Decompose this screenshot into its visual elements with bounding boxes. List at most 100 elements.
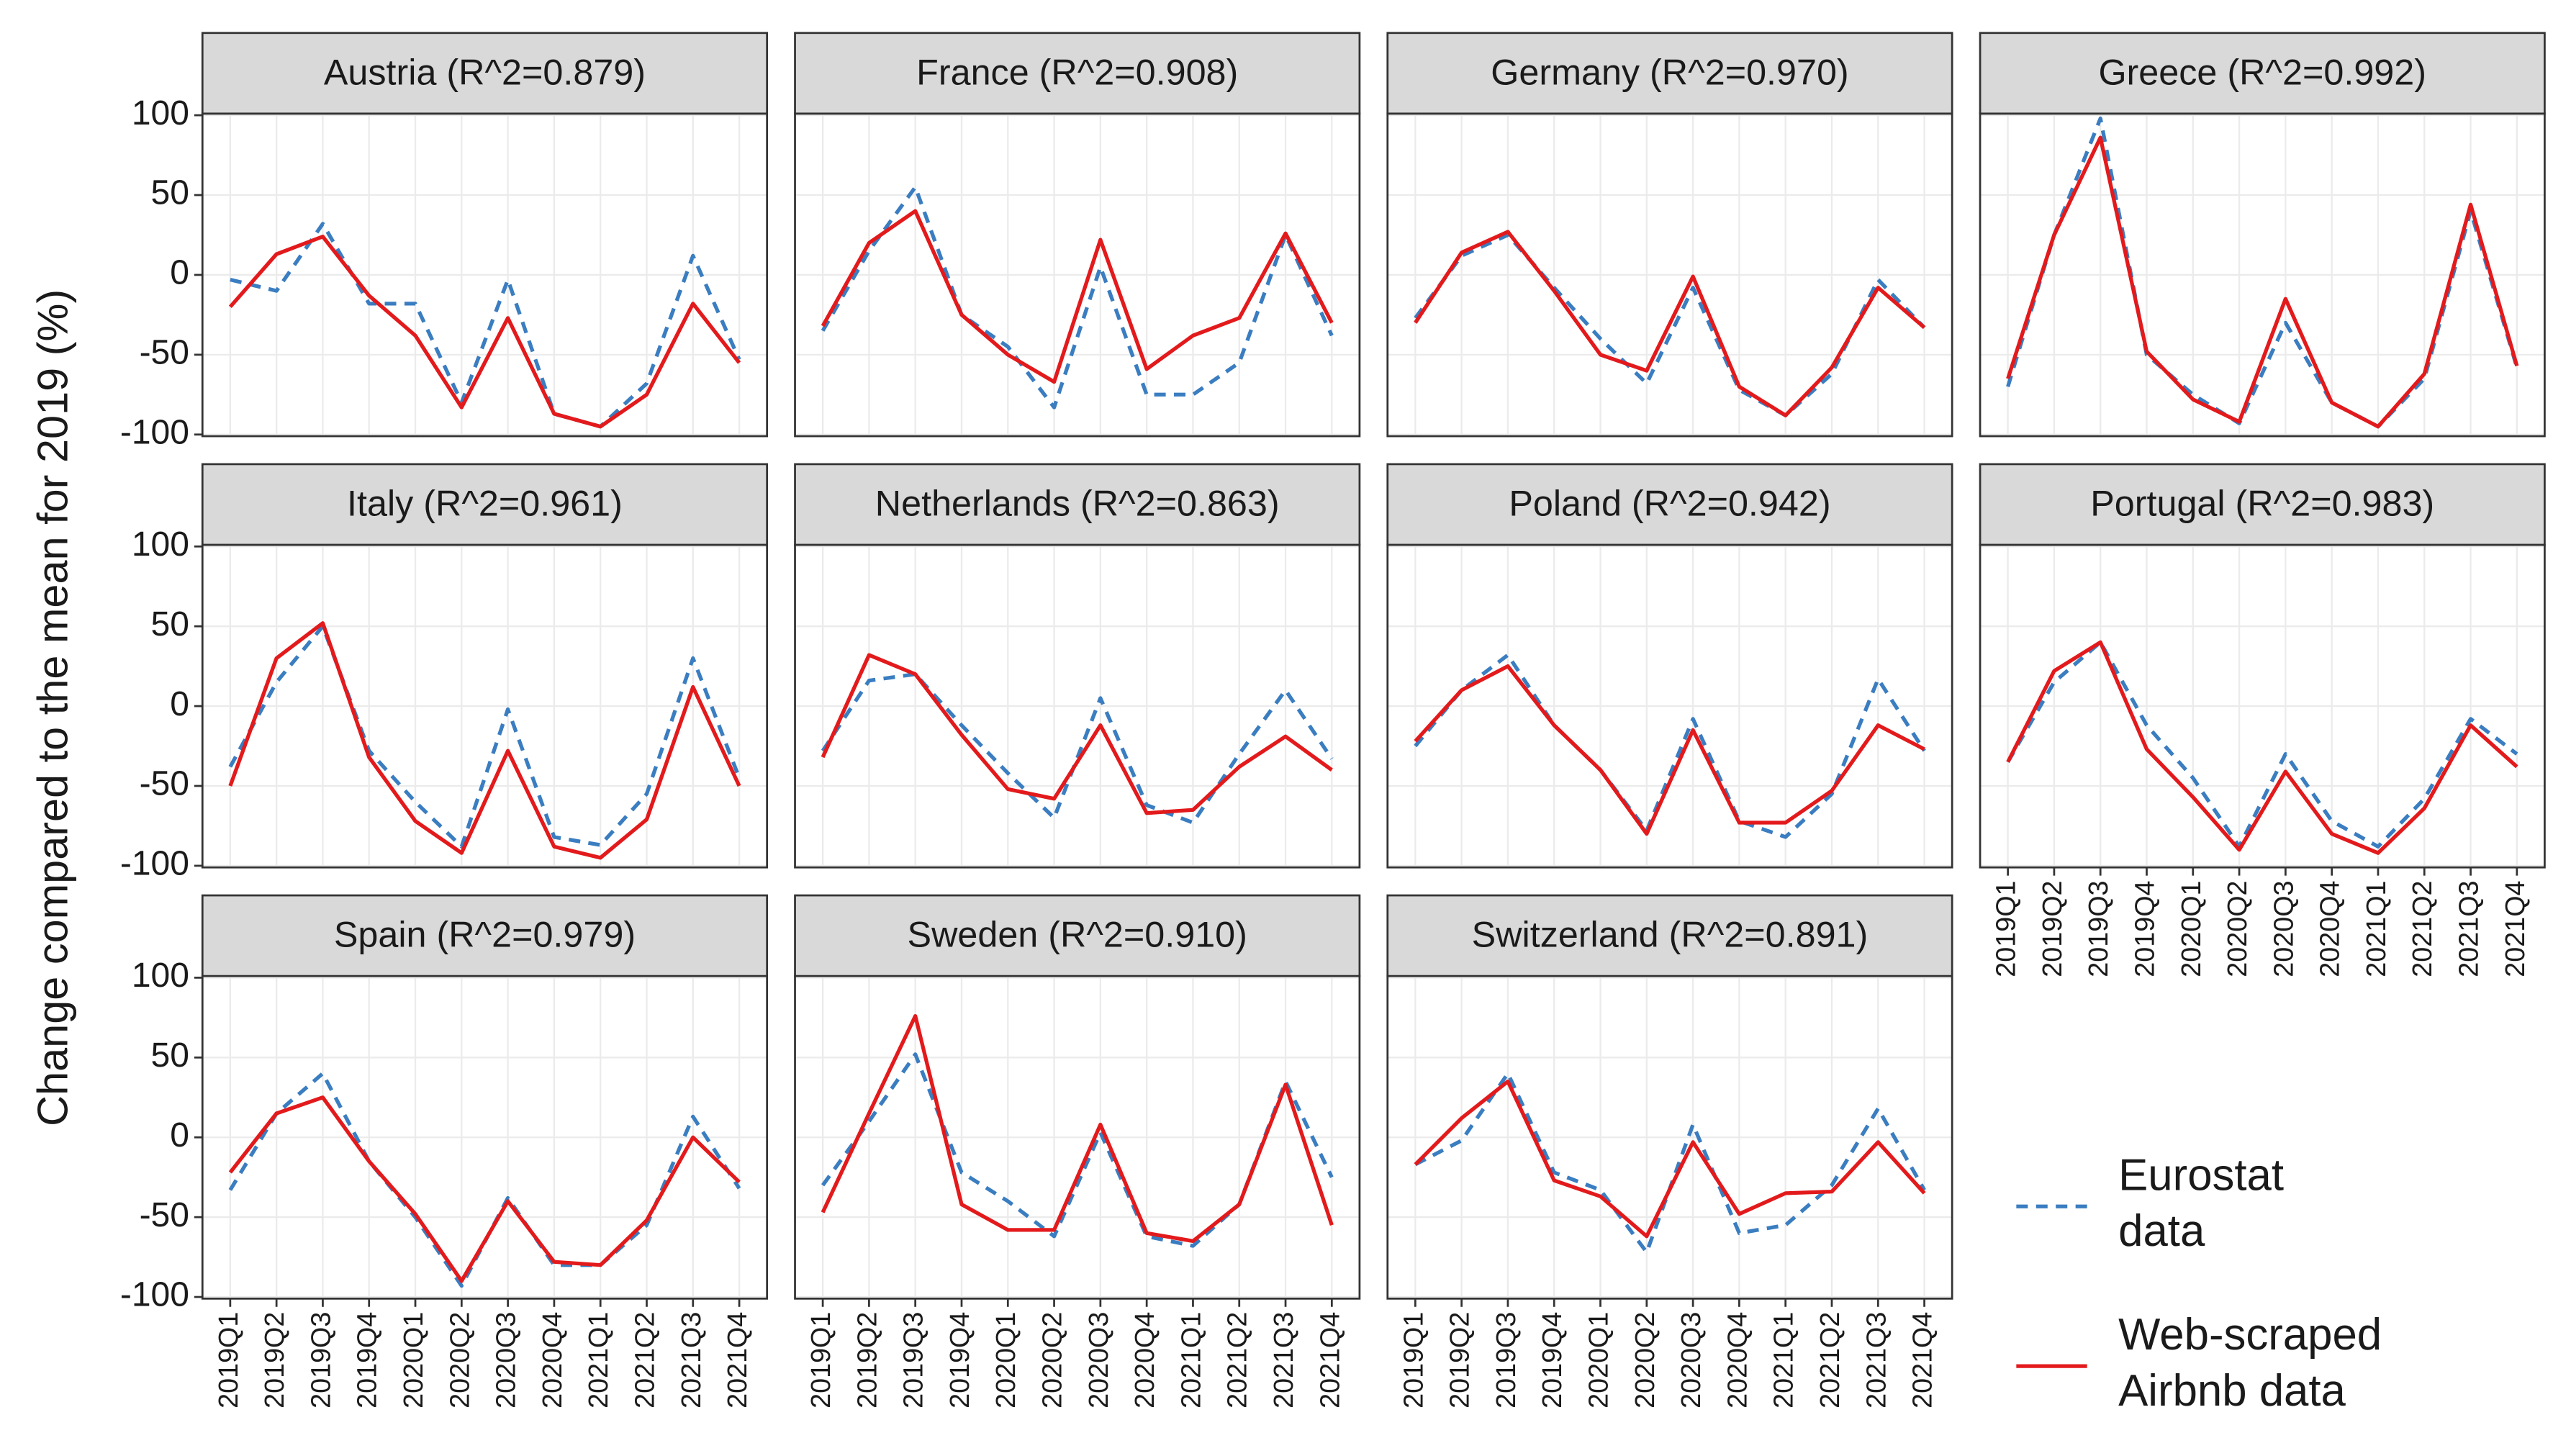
panel-title: Poland (R^2=0.942) [1509,483,1830,524]
x-tick-label: 2019Q3 [305,1312,335,1408]
series-line [821,672,1334,825]
x-tick-label: 2019Q2 [1445,1312,1475,1408]
y-tick-label: -50 [140,765,189,803]
legend-label-line: Web-scraped [2118,1311,2394,1360]
x-tick-label: 2019Q3 [898,1312,928,1408]
legend-label-line: Airbnb data [2118,1366,2346,1416]
strip [201,32,769,115]
x-tick-label: 2020Q3 [1083,1312,1113,1408]
y-tick-label: 50 [151,605,189,643]
y-tick-label: -100 [120,413,189,451]
x-tick-label: 2021Q3 [2454,880,2484,977]
panel-title: Switzerland (R^2=0.891) [1472,914,1869,955]
panel-title: France (R^2=0.908) [916,51,1238,92]
strip [794,463,1361,546]
strip [1979,32,2546,115]
y-tick-label: -100 [120,1276,189,1314]
x-tick-label: 2021Q2 [1222,1312,1252,1408]
series-line [821,653,1333,815]
y-tick-label: 0 [170,1116,189,1154]
y-tick-label: -50 [140,1196,189,1234]
x-tick-label: 2019Q4 [1537,1312,1567,1408]
series-line [230,222,741,429]
x-tick-label: 2019Q2 [259,1312,289,1408]
x-tick-label: 2021Q1 [2361,880,2391,977]
panel-title: Germany (R^2=0.970) [1491,51,1848,92]
x-tick-label: 2021Q1 [1768,1312,1799,1408]
y-tick-label: 100 [132,957,189,995]
x-tick-label: 2021Q3 [676,1312,706,1408]
x-tick-label: 2021Q4 [722,1312,752,1408]
x-tick-label: 2021Q2 [1815,1312,1845,1408]
x-tick-label: 2020Q2 [444,1312,474,1408]
x-tick-label: 2021Q4 [2500,880,2530,977]
y-tick-label: 100 [132,94,189,132]
legend-label-line: Eurostat [2118,1151,2296,1200]
x-tick-label: 2019Q1 [1991,880,2021,977]
x-tick-label: 2019Q4 [352,1312,382,1408]
series-line [821,209,1334,384]
x-tick-label: 2020Q2 [1037,1312,1067,1408]
series-line [1414,664,1925,836]
x-tick-label: 2020Q4 [537,1312,567,1408]
x-tick-label: 2021Q4 [1314,1312,1345,1408]
strip [794,32,1361,115]
x-tick-label: 2020Q2 [2222,880,2252,977]
x-tick-label: 2019Q4 [2129,880,2159,977]
strip [201,463,769,546]
y-tick-label: -50 [140,334,189,372]
x-tick-label: 2019Q4 [944,1312,975,1408]
x-tick-label: 2019Q2 [2037,880,2067,977]
x-tick-label: 2021Q2 [2407,880,2437,977]
x-tick-label: 2020Q1 [398,1312,428,1408]
x-tick-label: 2019Q3 [1491,1312,1521,1408]
panel-title: Sweden (R^2=0.910) [908,914,1247,955]
y-axis-label: Change compared to the mean for 2019 (%) [28,289,76,1126]
x-tick-label: 2021Q1 [1175,1312,1206,1408]
x-tick-label: 2020Q4 [1129,1312,1160,1408]
x-tick-label: 2019Q2 [851,1312,882,1408]
series-line [2006,135,2519,429]
strip [201,894,769,977]
strip [1386,32,1953,115]
panel-title: Greece (R^2=0.992) [2098,51,2426,92]
legend-label: Web-scraped Airbnb data [2118,1311,2394,1416]
series-line [228,621,741,860]
legend-label: Eurostat data [2118,1151,2296,1257]
series-line [228,1095,741,1283]
strip [1386,894,1953,977]
panel-title: Netherlands (R^2=0.863) [875,483,1280,524]
series-line [228,235,741,429]
series-line [2006,640,2518,855]
x-tick-label: 2021Q3 [1268,1312,1298,1408]
strip [1386,463,1953,546]
x-tick-label: 2019Q1 [213,1312,243,1408]
series-line [1414,230,1926,417]
x-tick-label: 2020Q4 [1722,1312,1752,1408]
x-tick-label: 2020Q1 [2176,880,2206,977]
x-tick-label: 2020Q3 [2268,880,2298,977]
x-tick-label: 2020Q4 [2315,880,2345,977]
strip [794,894,1361,977]
panel-title: Portugal (R^2=0.983) [2090,483,2434,524]
panel-title: Italy (R^2=0.961) [347,483,623,524]
y-tick-label: 50 [151,1036,189,1075]
x-tick-label: 2020Q1 [990,1312,1021,1408]
y-tick-label: 100 [132,525,189,564]
series-line [228,624,741,849]
x-tick-label: 2019Q3 [2083,880,2113,977]
x-tick-label: 2021Q3 [1861,1312,1891,1408]
y-tick-label: 50 [151,174,189,212]
y-tick-label: -100 [120,845,189,883]
x-tick-label: 2019Q1 [805,1312,836,1408]
x-tick-label: 2020Q2 [1630,1312,1660,1408]
y-tick-label: 0 [170,254,189,292]
panel-title: Spain (R^2=0.979) [334,914,636,955]
y-tick-label: 0 [170,685,189,723]
x-tick-label: 2020Q3 [1676,1312,1706,1408]
series-line [1414,653,1926,839]
x-tick-label: 2019Q1 [1398,1312,1428,1408]
x-tick-label: 2021Q4 [1907,1312,1938,1408]
